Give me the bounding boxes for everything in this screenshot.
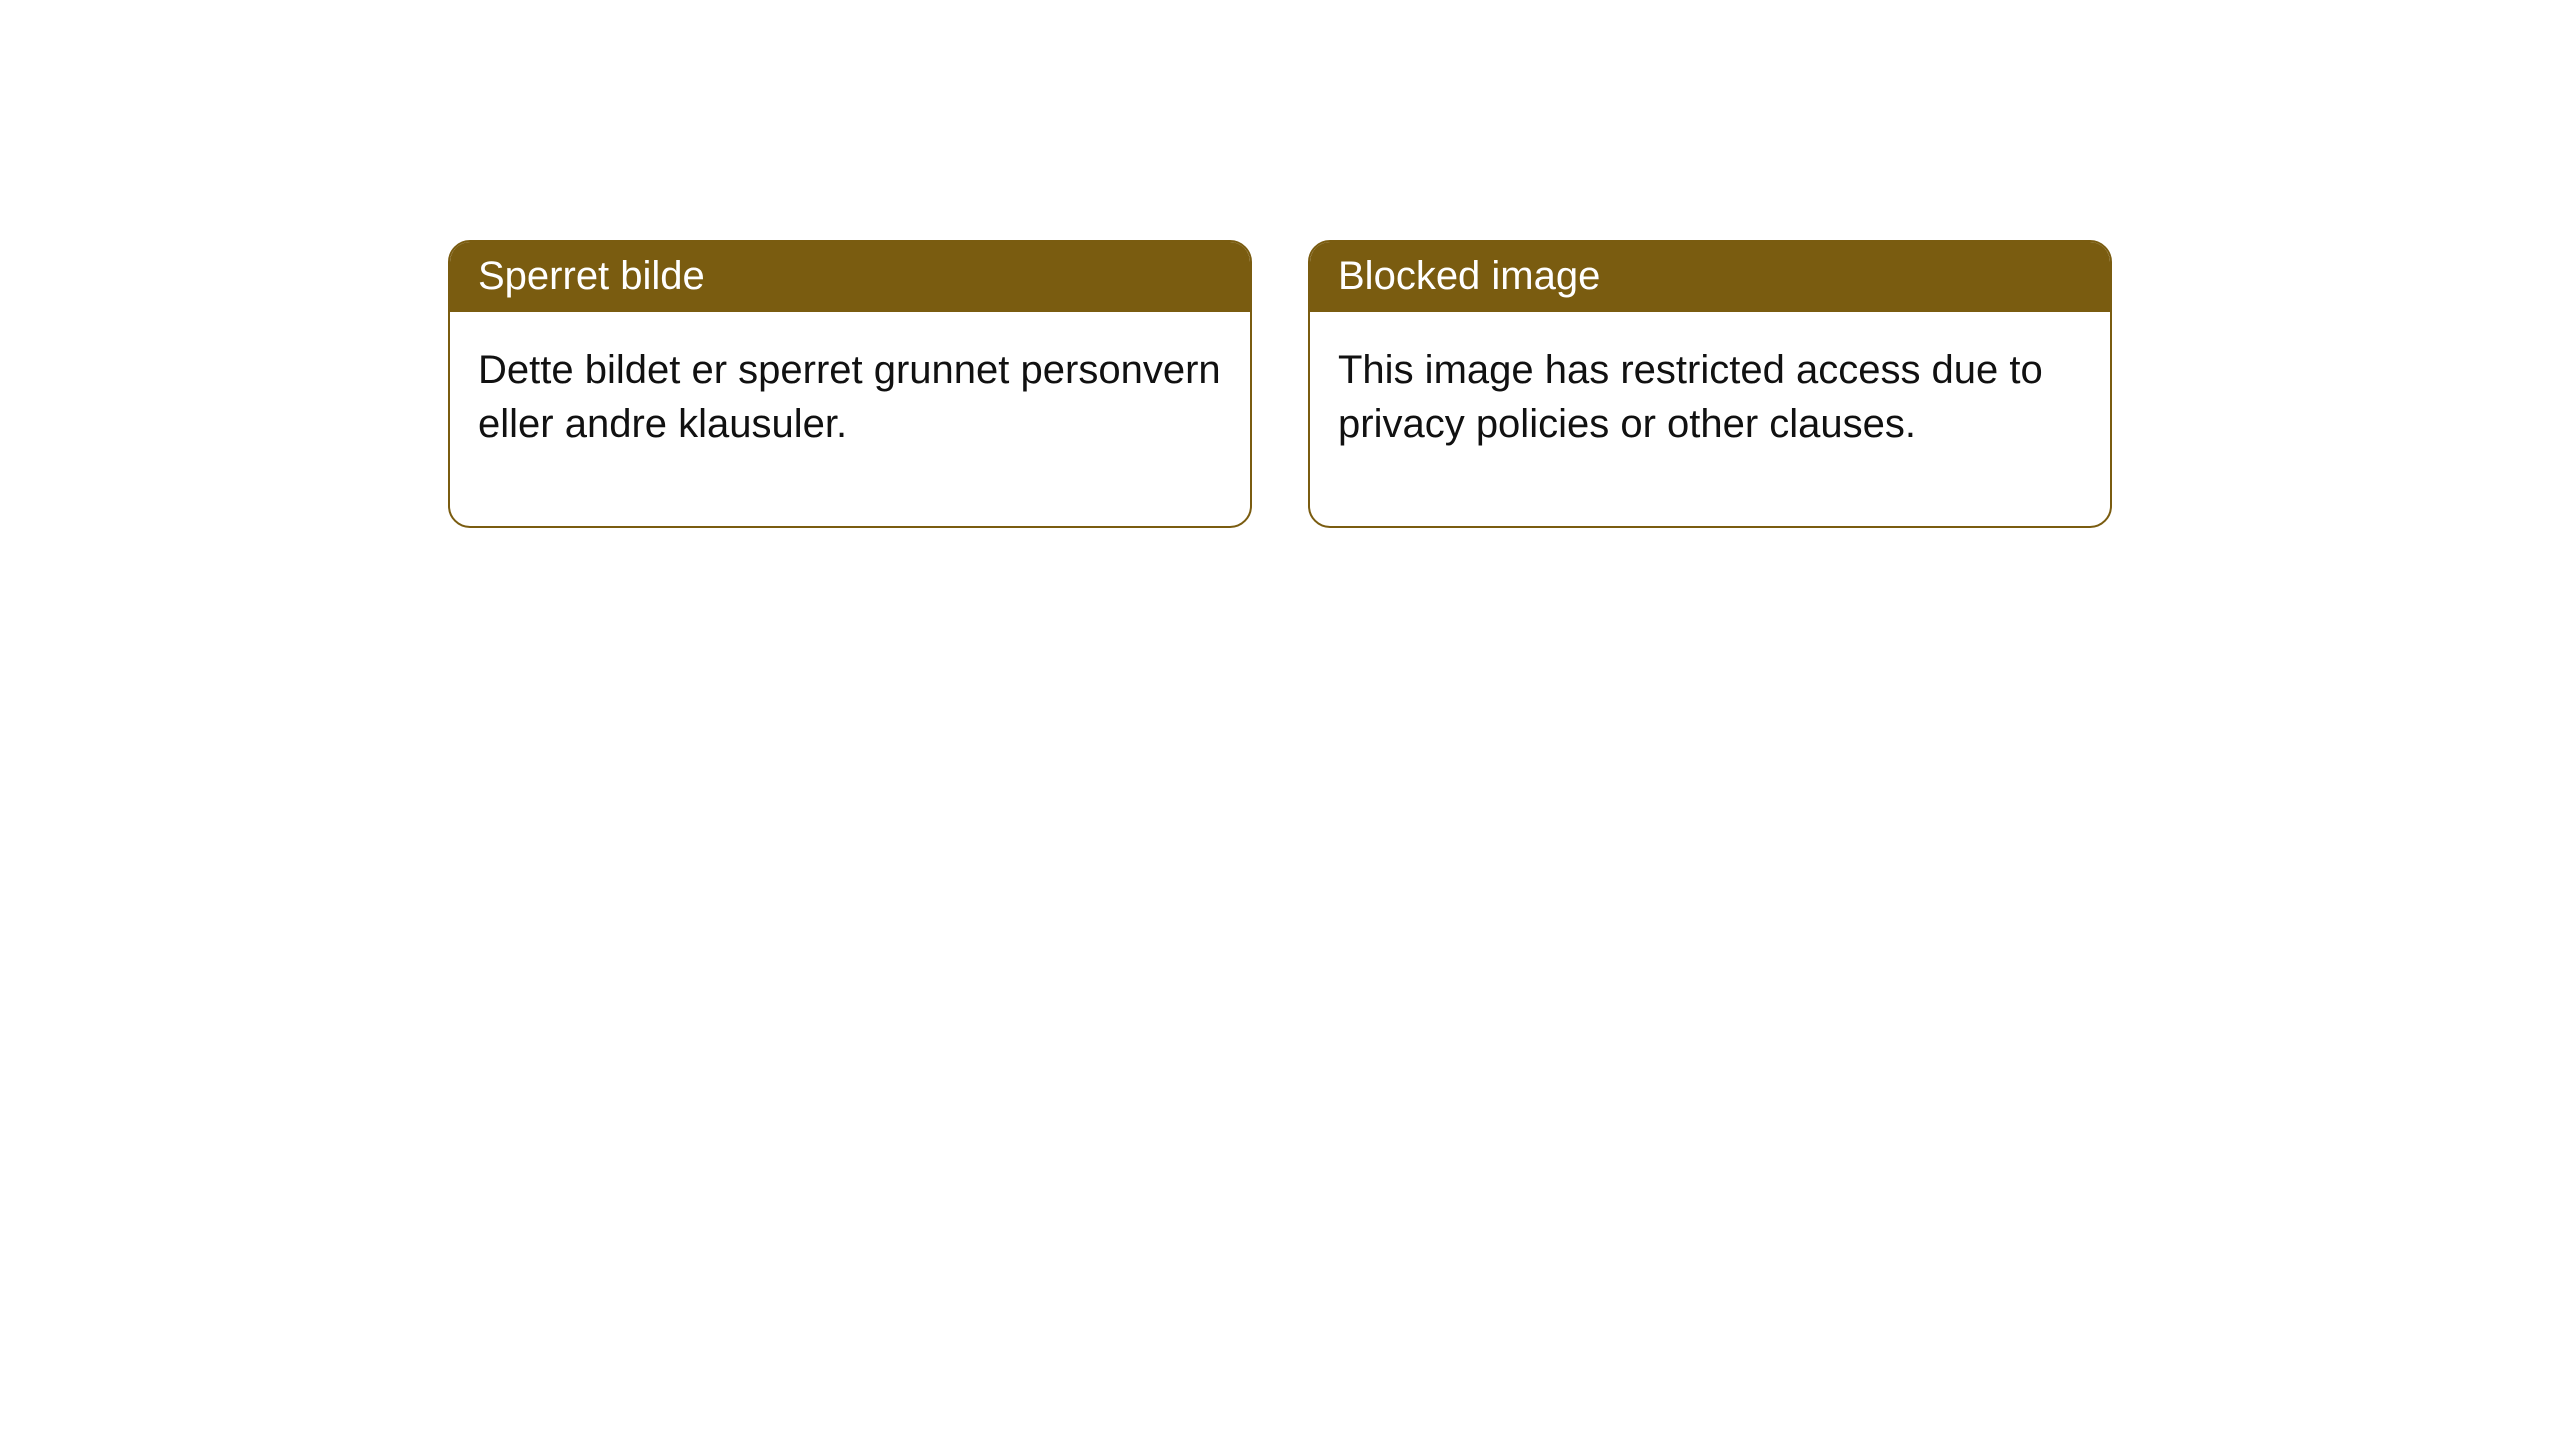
blocked-image-card-en: Blocked image This image has restricted … — [1308, 240, 2112, 528]
card-header: Blocked image — [1310, 242, 2110, 312]
card-body-text: This image has restricted access due to … — [1310, 312, 2110, 526]
card-header: Sperret bilde — [450, 242, 1250, 312]
card-body-text: Dette bildet er sperret grunnet personve… — [450, 312, 1250, 526]
card-row: Sperret bilde Dette bildet er sperret gr… — [0, 0, 2560, 528]
blocked-image-card-no: Sperret bilde Dette bildet er sperret gr… — [448, 240, 1252, 528]
